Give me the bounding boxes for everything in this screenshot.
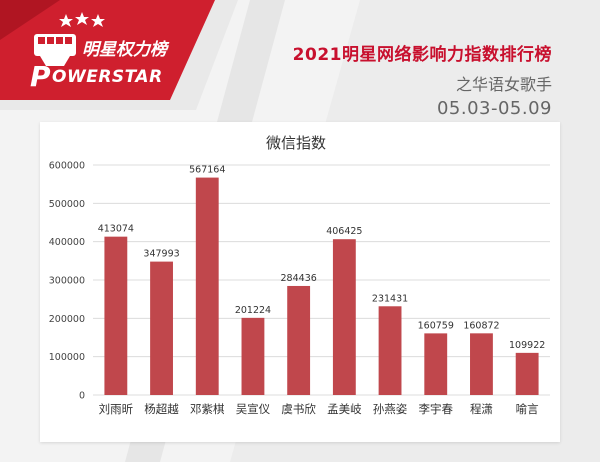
bar [150, 261, 173, 395]
date-range: 05.03-05.09 [436, 98, 552, 119]
y-tick-label: 600000 [49, 161, 85, 172]
bar-chart: 微信指数 0 100000 200000 300000 400000 500000 60000… [49, 134, 550, 416]
bar [287, 285, 311, 395]
bar [515, 352, 539, 395]
x-tick-label: 程潇 [470, 402, 493, 416]
x-tick-label: 吴宣仪 [236, 402, 271, 416]
data-label: 231431 [372, 293, 408, 304]
data-label: 160872 [463, 320, 499, 331]
data-label: 347993 [143, 249, 179, 260]
x-tick-label: 喻言 [516, 402, 539, 416]
y-tick-label: 300000 [49, 276, 85, 287]
powerstar-logo: P 明星权力榜 OWERSTAR [0, 0, 238, 110]
x-tick-label: 邓紫棋 [190, 402, 225, 416]
star-icon [59, 12, 105, 27]
bar [424, 333, 448, 395]
page-header: 2021明星网络影响力指数排行榜 之华语女歌手 05.03-05.09 [293, 40, 552, 119]
data-label: 413074 [98, 224, 134, 235]
x-tick-label: 杨超越 [144, 402, 179, 416]
y-tick-label: 400000 [49, 237, 85, 248]
data-label: 109922 [509, 340, 545, 351]
brand-name-cn: 明星权力榜 [82, 40, 170, 60]
bar [378, 306, 402, 395]
data-label: 201224 [235, 305, 271, 316]
data-label: 567164 [189, 165, 225, 176]
x-tick-label: 李宇春 [419, 402, 454, 416]
y-tick-label: 100000 [49, 352, 85, 363]
data-label: 160759 [418, 320, 454, 331]
x-tick-label: 虞书欣 [281, 402, 316, 416]
bar [470, 333, 493, 395]
bar [104, 236, 128, 395]
bar [241, 317, 265, 395]
page-subtitle: 之华语女歌手 [455, 75, 552, 94]
x-tick-label: 孟美岐 [327, 402, 362, 416]
y-tick-label: 500000 [49, 199, 85, 210]
y-tick-label: 200000 [49, 314, 85, 325]
chart-card: 微信指数 0 100000 200000 300000 400000 500000 60000… [40, 122, 560, 442]
x-tick-label: 孙燕姿 [373, 402, 408, 416]
bar [195, 177, 219, 395]
y-tick-label: 0 [79, 391, 85, 402]
bar [332, 239, 356, 395]
brand-initial: P [30, 60, 51, 93]
page-title: 2021明星网络影响力指数排行榜 [292, 45, 552, 65]
data-label: 406425 [326, 226, 362, 237]
fist-icon [34, 34, 76, 66]
data-label: 284436 [281, 273, 317, 284]
brand-name-en: OWERSTAR [52, 67, 163, 87]
chart-title: 微信指数 [266, 134, 326, 152]
x-tick-label: 刘雨昕 [99, 402, 134, 416]
